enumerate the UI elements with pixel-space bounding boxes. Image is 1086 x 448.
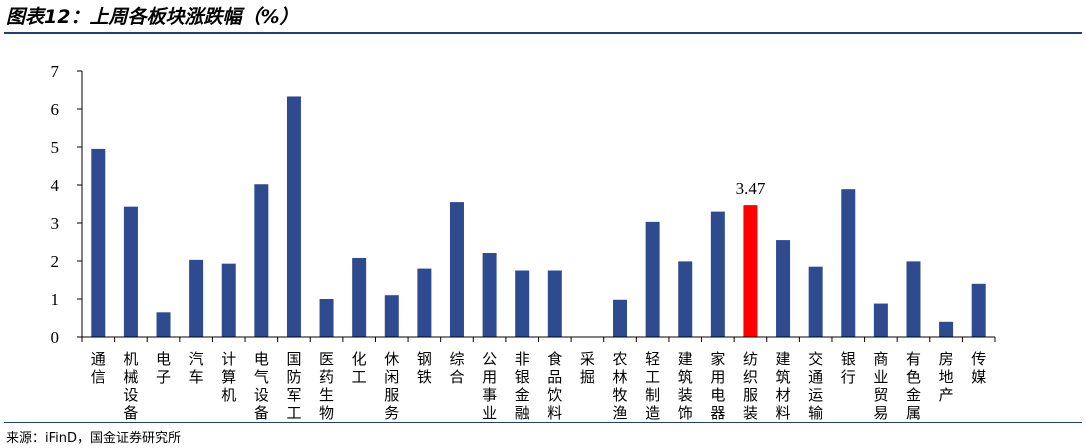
title-divider [4,32,1082,34]
bar [613,299,628,337]
bar [254,184,269,337]
bar [710,211,725,337]
x-tick-label: 采掘 [580,350,595,386]
bar [841,189,856,337]
bar [286,96,301,338]
y-tick-label: 4 [51,176,60,195]
bar [971,283,986,337]
x-tick-label: 传媒 [971,350,986,386]
x-tick-label: 休闲服务 [384,350,399,422]
bar [384,295,399,337]
bar [123,206,138,337]
bar [482,253,497,337]
bar [678,261,693,337]
x-tick-label: 通信 [91,350,106,386]
x-tick-label: 建筑装饰 [678,350,693,422]
x-tick-label: 商业贸易 [873,350,888,422]
bar [547,270,562,337]
x-tick-label: 家用电器 [710,350,725,422]
y-tick-label: 5 [51,138,60,157]
bars [91,96,986,338]
x-tick-label: 建筑材料 [776,350,791,422]
bar [156,312,171,337]
x-tick-label: 机械设备 [123,350,138,422]
x-tick-label: 公用事业 [482,350,497,422]
x-tick-label: 房地产 [939,350,954,404]
bar [808,266,823,337]
x-tick-label: 电子 [156,350,171,386]
bar [189,259,204,337]
x-tick-label: 钢铁 [417,350,432,386]
bar [743,205,758,337]
x-tick-label: 食品饮料 [547,350,562,422]
bar [221,263,236,337]
x-tick-label: 国防军工 [286,350,301,422]
x-tick-label: 银行 [841,350,856,386]
bar [645,221,660,337]
y-tick-label: 0 [51,328,60,347]
bar [449,202,464,337]
x-tick-label: 电气设备 [254,350,269,422]
bar [939,321,954,337]
bar [515,270,530,337]
chart-title: 图表12：上周各板块涨跌幅（%） [6,6,299,28]
x-tick-label: 纺织服装 [743,350,758,422]
data-labels: 3.47 [736,179,766,198]
x-tick-label: 医药生物 [319,350,334,422]
y-tick-label: 3 [51,214,60,233]
bar [417,268,432,337]
bar [352,257,367,337]
x-tick-label: 交通运输 [808,350,823,422]
x-tick-label: 轻工制造 [645,350,660,422]
bar [319,299,334,337]
x-tick-label: 汽车 [189,350,204,386]
x-tick-label: 计算机 [221,350,236,404]
bar [906,261,921,337]
x-tick-label: 非银金融 [515,350,530,422]
y-axis: 0 1 2 3 4 5 6 7 [51,62,83,347]
y-tick-label: 2 [51,252,60,271]
footer-divider [4,422,1082,423]
bar [776,240,791,337]
source-note: 来源：iFinD，国金证券研究所 [6,431,182,446]
bar [873,303,888,337]
y-tick-label: 7 [51,62,60,81]
bar [91,148,106,337]
y-tick-label: 1 [51,290,60,309]
data-label: 3.47 [736,179,766,198]
x-tick-label: 化工 [352,350,367,386]
x-tick-label: 农林牧渔 [613,350,628,422]
y-tick-label: 6 [51,100,60,119]
x-tick-label: 综合 [449,350,464,386]
x-tick-label: 有色金属 [906,350,921,422]
